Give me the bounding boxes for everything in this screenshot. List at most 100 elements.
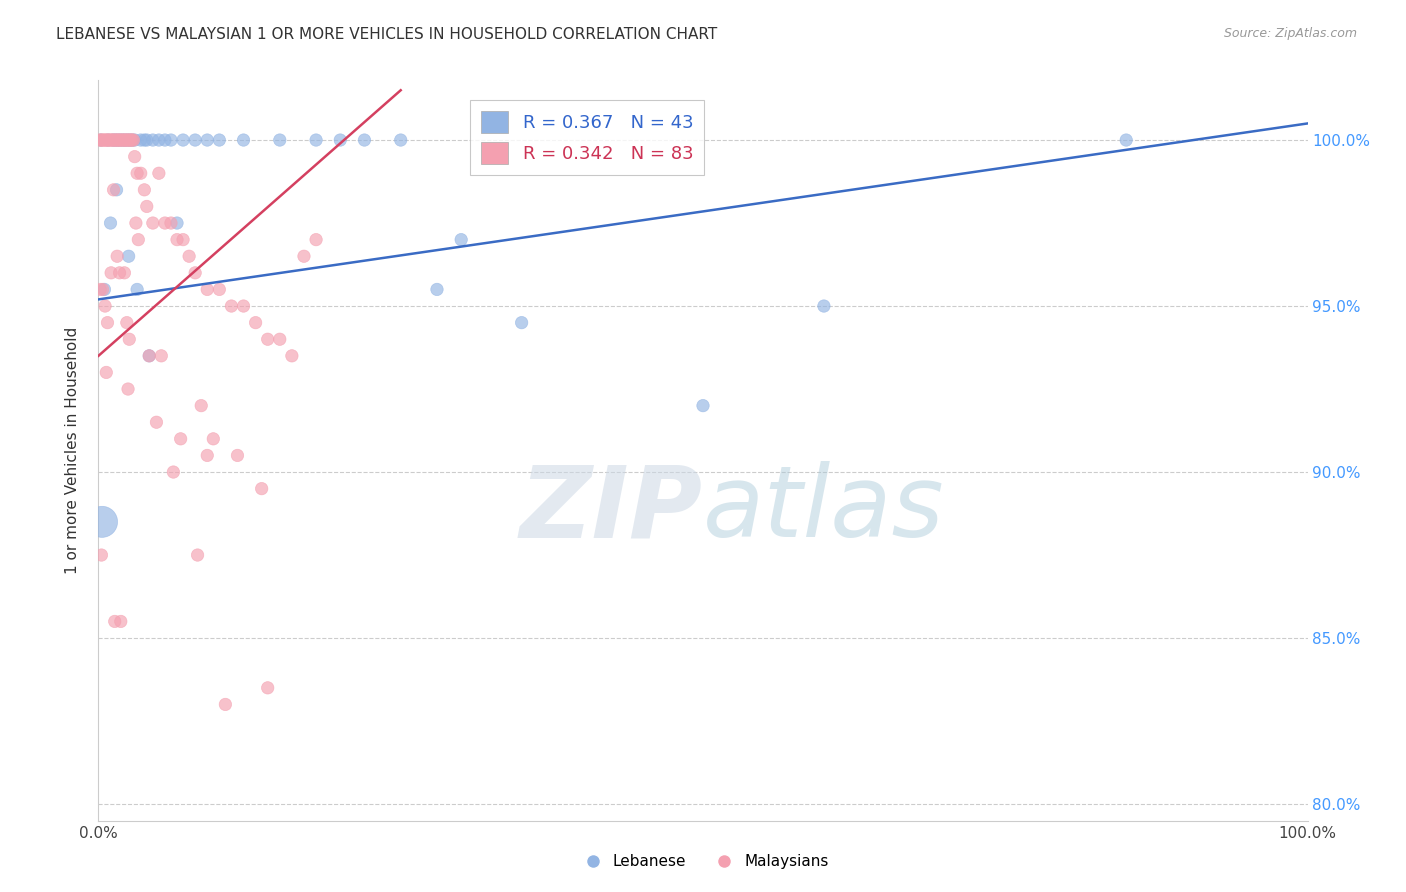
Point xyxy=(127,166,149,180)
Point xyxy=(269,133,291,147)
Point xyxy=(98,133,121,147)
Point xyxy=(111,133,134,147)
Point xyxy=(96,316,118,330)
Point xyxy=(135,199,157,213)
Point xyxy=(100,133,122,147)
Point xyxy=(90,548,112,562)
Point xyxy=(256,332,278,346)
Point xyxy=(96,366,118,380)
Point xyxy=(813,299,835,313)
Point xyxy=(292,249,315,263)
Point xyxy=(166,233,188,247)
Point xyxy=(94,133,117,147)
Point xyxy=(162,465,184,479)
Point xyxy=(115,316,138,330)
Point xyxy=(127,282,149,296)
Point xyxy=(96,133,118,147)
Point xyxy=(118,332,141,346)
Point xyxy=(110,133,132,147)
Point xyxy=(93,282,115,296)
Point xyxy=(135,133,157,147)
Point xyxy=(172,133,194,147)
Point xyxy=(389,133,412,147)
Point xyxy=(160,216,183,230)
Point xyxy=(208,282,231,296)
Point xyxy=(100,266,122,280)
Point xyxy=(166,216,188,230)
Point xyxy=(153,216,176,230)
Point xyxy=(127,233,149,247)
Point xyxy=(108,133,131,147)
Point xyxy=(124,133,146,147)
Point xyxy=(214,698,236,712)
Point xyxy=(138,349,160,363)
Point xyxy=(91,282,114,296)
Point xyxy=(110,615,132,629)
Legend: Lebanese, Malaysians: Lebanese, Malaysians xyxy=(571,848,835,875)
Point xyxy=(104,615,127,629)
Point xyxy=(121,133,143,147)
Point xyxy=(305,133,328,147)
Point xyxy=(122,133,145,147)
Point xyxy=(118,133,141,147)
Point xyxy=(89,133,111,147)
Point xyxy=(150,349,173,363)
Point xyxy=(108,133,131,147)
Point xyxy=(129,166,152,180)
Point xyxy=(120,133,142,147)
Point xyxy=(1115,133,1137,147)
Point xyxy=(103,133,125,147)
Point xyxy=(107,133,129,147)
Point xyxy=(148,133,170,147)
Point xyxy=(232,133,254,147)
Point xyxy=(187,548,209,562)
Point xyxy=(195,449,218,463)
Point xyxy=(160,133,183,147)
Point xyxy=(101,133,124,147)
Point xyxy=(118,133,141,147)
Point xyxy=(142,133,165,147)
Point xyxy=(91,515,114,529)
Text: ZIP: ZIP xyxy=(520,461,703,558)
Text: Source: ZipAtlas.com: Source: ZipAtlas.com xyxy=(1223,27,1357,40)
Point xyxy=(105,183,128,197)
Point xyxy=(114,133,136,147)
Point xyxy=(305,233,328,247)
Point xyxy=(97,133,120,147)
Point xyxy=(195,133,218,147)
Point xyxy=(117,382,139,396)
Point xyxy=(138,349,160,363)
Point xyxy=(129,133,152,147)
Point xyxy=(100,216,122,230)
Point xyxy=(124,150,146,164)
Point xyxy=(134,183,156,197)
Point xyxy=(134,133,156,147)
Legend: R = 0.367   N = 43, R = 0.342   N = 83: R = 0.367 N = 43, R = 0.342 N = 83 xyxy=(470,101,704,175)
Point xyxy=(101,133,124,147)
Point xyxy=(108,133,131,147)
Point xyxy=(510,316,533,330)
Point xyxy=(118,249,141,263)
Point xyxy=(172,233,194,247)
Point xyxy=(105,249,128,263)
Point xyxy=(108,266,131,280)
Text: atlas: atlas xyxy=(703,461,945,558)
Point xyxy=(91,133,114,147)
Point xyxy=(250,482,273,496)
Point xyxy=(184,133,207,147)
Point xyxy=(353,133,375,147)
Point xyxy=(148,166,170,180)
Point xyxy=(93,133,115,147)
Point xyxy=(245,316,267,330)
Point xyxy=(329,133,352,147)
Point xyxy=(195,282,218,296)
Point xyxy=(89,282,111,296)
Point xyxy=(111,133,134,147)
Point xyxy=(90,133,112,147)
Point xyxy=(117,133,139,147)
Point xyxy=(112,266,135,280)
Point xyxy=(97,133,120,147)
Point xyxy=(281,349,304,363)
Point xyxy=(103,183,125,197)
Point xyxy=(202,432,225,446)
